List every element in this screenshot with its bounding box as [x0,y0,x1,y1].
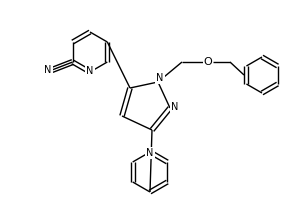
Text: O: O [204,57,212,67]
Text: N: N [86,66,94,76]
Text: N: N [171,102,179,112]
Text: N: N [146,148,154,158]
Text: N: N [44,65,52,75]
Text: N: N [156,73,164,83]
